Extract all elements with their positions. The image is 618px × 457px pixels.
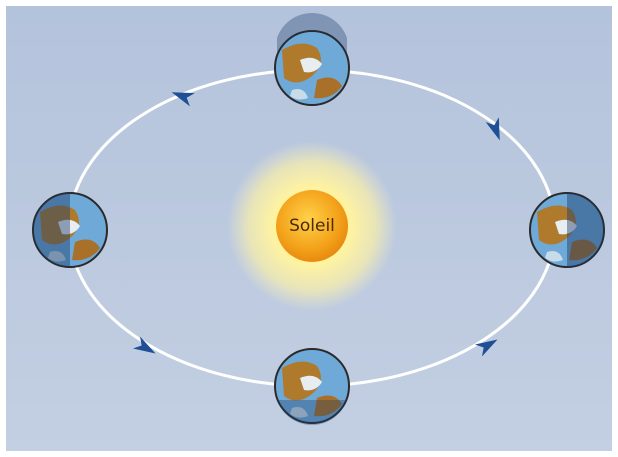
earth bbox=[275, 349, 349, 425]
orbit-diagram: Soleil bbox=[0, 0, 618, 457]
earth bbox=[33, 193, 107, 267]
sun-label: Soleil bbox=[289, 216, 335, 236]
earth bbox=[530, 193, 604, 267]
page: {"sun": {"label": "Soleil"}} Soleil bbox=[0, 0, 618, 457]
earth bbox=[275, 13, 349, 105]
